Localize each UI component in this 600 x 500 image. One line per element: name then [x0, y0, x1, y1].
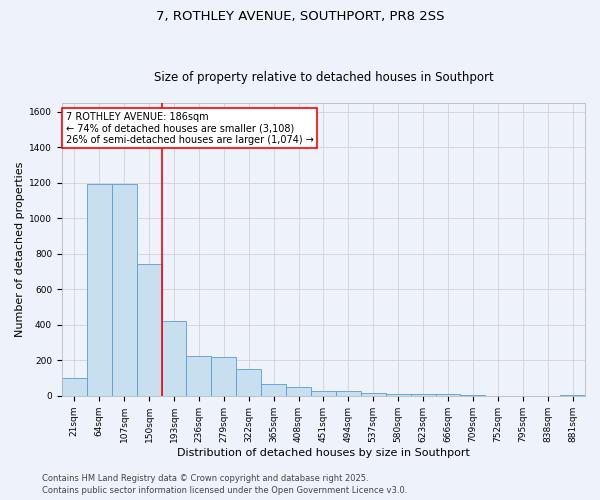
Bar [560, 395, 585, 396]
Bar [161, 321, 187, 396]
Text: Contains HM Land Registry data © Crown copyright and database right 2025.
Contai: Contains HM Land Registry data © Crown c… [42, 474, 407, 495]
Bar [311, 390, 336, 396]
Text: 7, ROTHLEY AVENUE, SOUTHPORT, PR8 2SS: 7, ROTHLEY AVENUE, SOUTHPORT, PR8 2SS [156, 10, 444, 23]
Title: Size of property relative to detached houses in Southport: Size of property relative to detached ho… [154, 70, 493, 84]
Y-axis label: Number of detached properties: Number of detached properties [15, 162, 25, 337]
Bar [137, 264, 161, 396]
Bar [261, 384, 286, 396]
Text: 7 ROTHLEY AVENUE: 186sqm
← 74% of detached houses are smaller (3,108)
26% of sem: 7 ROTHLEY AVENUE: 186sqm ← 74% of detach… [65, 112, 314, 145]
Bar [460, 395, 485, 396]
Bar [236, 369, 261, 396]
X-axis label: Distribution of detached houses by size in Southport: Distribution of detached houses by size … [177, 448, 470, 458]
Bar [62, 378, 87, 396]
Bar [187, 356, 211, 396]
Bar [336, 390, 361, 396]
Bar [286, 387, 311, 396]
Bar [112, 184, 137, 396]
Bar [361, 393, 386, 396]
Bar [211, 357, 236, 396]
Bar [410, 394, 436, 396]
Bar [87, 184, 112, 396]
Bar [436, 394, 460, 396]
Bar [386, 394, 410, 396]
